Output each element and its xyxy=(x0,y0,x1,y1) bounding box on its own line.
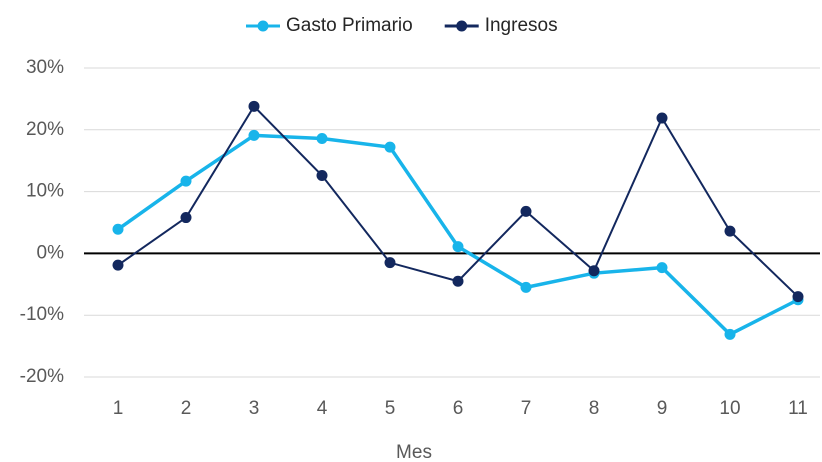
data-point xyxy=(724,225,736,237)
y-tick-label: 10% xyxy=(26,181,64,202)
x-tick-label: 11 xyxy=(788,398,808,419)
data-point xyxy=(180,212,192,224)
x-tick-label: 8 xyxy=(589,398,600,419)
y-tick-label: 30% xyxy=(26,57,64,78)
data-point xyxy=(384,257,396,269)
data-point xyxy=(384,141,396,153)
x-tick-label: 4 xyxy=(317,398,328,419)
data-point xyxy=(316,170,328,182)
legend-marker xyxy=(257,20,269,32)
y-tick-label: 20% xyxy=(26,119,64,140)
data-point xyxy=(112,223,124,235)
x-tick-label: 5 xyxy=(385,398,396,419)
data-point xyxy=(112,259,124,271)
data-point xyxy=(248,100,260,112)
data-point xyxy=(656,262,668,274)
series-line xyxy=(116,133,799,337)
legend-marker xyxy=(456,20,468,32)
y-tick-label: -10% xyxy=(20,304,64,325)
x-tick-label: 2 xyxy=(181,398,192,419)
y-tick-label: 0% xyxy=(37,242,65,263)
series-line xyxy=(117,104,799,298)
data-point xyxy=(656,112,668,124)
data-point xyxy=(724,328,736,340)
x-tick-label: 10 xyxy=(719,398,740,419)
data-point xyxy=(316,132,328,144)
x-tick-label: 7 xyxy=(521,398,532,419)
data-point xyxy=(520,281,532,293)
data-point xyxy=(792,291,804,303)
data-point xyxy=(180,175,192,187)
data-point xyxy=(588,265,600,277)
y-tick-label: -20% xyxy=(20,366,64,387)
x-tick-label: 9 xyxy=(657,398,668,419)
data-point xyxy=(248,129,260,141)
x-tick-label: 6 xyxy=(453,398,464,419)
data-point xyxy=(452,275,464,287)
x-tick-label: 3 xyxy=(249,398,260,419)
data-point xyxy=(520,205,532,217)
data-point xyxy=(452,241,464,253)
legend-label: Ingresos xyxy=(485,15,558,36)
x-tick-label: 1 xyxy=(113,398,124,419)
legend-label: Gasto Primario xyxy=(286,15,413,36)
x-axis-label: Mes xyxy=(396,442,432,462)
